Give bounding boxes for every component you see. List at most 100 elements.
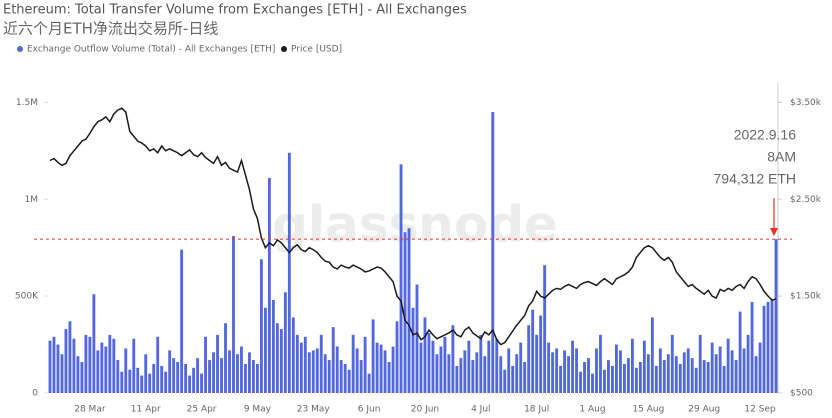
y-tick-label: 0 — [32, 389, 38, 399]
x-tick-label: 28 Mar — [74, 405, 106, 415]
bar — [634, 367, 638, 393]
bar — [527, 325, 531, 393]
bar — [427, 332, 431, 393]
bar — [670, 334, 674, 393]
bar — [738, 311, 742, 393]
y-tick-label: 500K — [15, 292, 39, 302]
bar — [148, 373, 152, 393]
bar — [232, 236, 235, 393]
bar — [718, 346, 722, 393]
bar — [104, 346, 108, 393]
x-tick-label: 29 Aug — [688, 405, 720, 415]
y2-tick-label: $3.50k — [790, 98, 822, 108]
bar — [622, 363, 626, 393]
bar — [184, 363, 188, 393]
bar — [650, 317, 654, 393]
bar — [710, 342, 714, 393]
legend-label: Price [USD] — [291, 45, 342, 55]
bar — [128, 369, 132, 393]
price-line — [49, 107, 777, 346]
bar — [351, 334, 355, 393]
bar — [415, 284, 419, 393]
bar — [283, 292, 287, 393]
bar — [774, 239, 778, 393]
bar — [144, 354, 148, 393]
bar — [240, 346, 243, 393]
bar — [754, 356, 758, 393]
bar — [275, 323, 279, 393]
x-tick-label: 15 Aug — [632, 405, 664, 415]
bar — [124, 348, 128, 393]
bar — [339, 360, 343, 393]
bar — [463, 350, 467, 393]
bar — [507, 348, 511, 393]
bar — [503, 369, 507, 393]
annotation-arrowhead — [770, 228, 778, 236]
bar — [746, 334, 750, 393]
bar — [347, 369, 351, 393]
bar — [395, 321, 399, 393]
bar — [220, 358, 223, 393]
bar — [626, 358, 630, 393]
bar — [467, 340, 471, 393]
bar — [694, 367, 698, 393]
bar — [591, 373, 594, 393]
bar — [674, 356, 678, 393]
bar — [559, 365, 563, 393]
bar — [371, 319, 375, 393]
bar — [491, 112, 495, 393]
legend-label: Exchange Outflow Volume (Total) - All Ex… — [27, 45, 275, 55]
bar — [68, 321, 72, 393]
bar — [599, 334, 602, 393]
bar — [523, 362, 527, 393]
bar — [690, 358, 694, 393]
bar — [451, 325, 455, 393]
bar — [678, 363, 682, 393]
bar — [702, 360, 706, 393]
bar — [495, 338, 499, 393]
bar — [176, 362, 180, 393]
bar — [431, 340, 435, 393]
bar — [567, 356, 571, 393]
bar — [315, 348, 319, 393]
bar — [742, 348, 746, 393]
bar — [419, 342, 423, 393]
bar — [271, 300, 275, 393]
y-tick-label: 1.5M — [16, 98, 38, 108]
bar — [423, 317, 427, 393]
x-tick-label: 6 Jun — [358, 405, 381, 415]
bar — [172, 358, 176, 393]
bar — [291, 317, 295, 393]
bar — [136, 367, 140, 393]
bar — [383, 350, 387, 393]
bar — [204, 336, 208, 393]
bar — [343, 363, 347, 393]
bar — [666, 354, 670, 393]
bar — [642, 340, 646, 393]
bar — [327, 360, 331, 393]
bar — [511, 365, 515, 393]
bar — [259, 259, 263, 393]
bar — [56, 344, 60, 393]
bar — [551, 352, 555, 393]
bar — [607, 360, 610, 393]
bar — [84, 334, 88, 393]
bar — [531, 309, 535, 393]
bar — [762, 305, 766, 393]
bar — [575, 348, 578, 393]
bar — [359, 360, 363, 393]
bar — [140, 375, 144, 393]
bar — [770, 300, 774, 393]
chart-subtitle: 近六个月ETH净流出交易所-日线 — [3, 20, 218, 38]
bar — [112, 338, 116, 393]
bar — [611, 365, 614, 393]
bar — [60, 354, 64, 393]
x-tick-label: 4 Jul — [471, 405, 490, 415]
bar — [579, 371, 582, 393]
bar — [323, 354, 327, 393]
bar — [367, 373, 371, 393]
bar — [188, 375, 192, 393]
bar — [706, 362, 710, 393]
bar — [571, 340, 574, 393]
